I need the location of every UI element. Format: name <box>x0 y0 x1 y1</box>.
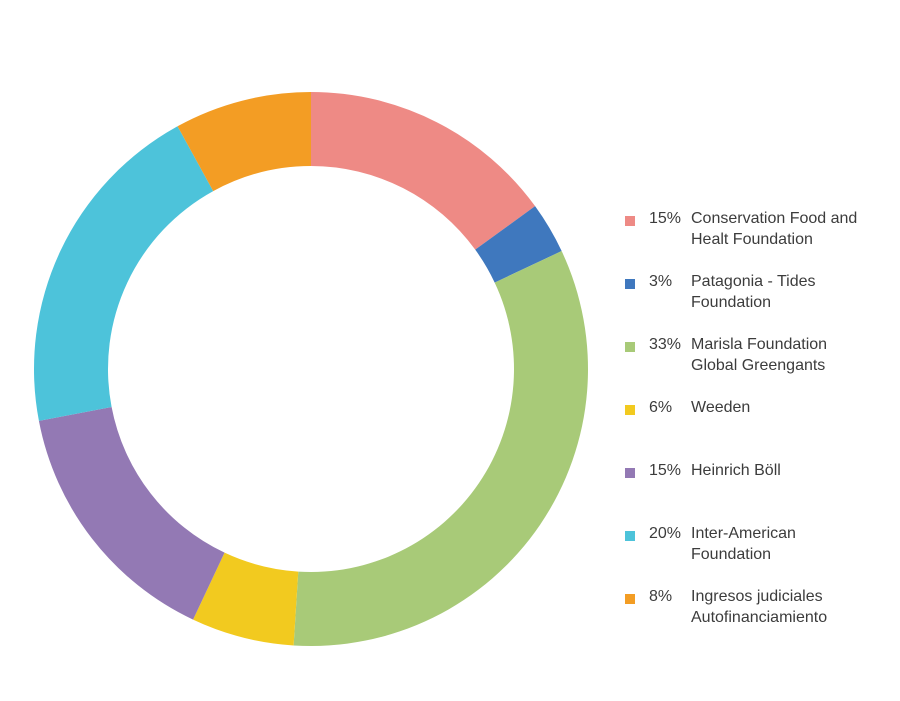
legend-label: Inter-American Foundation <box>691 523 891 565</box>
legend-percent: 8% <box>649 588 673 605</box>
legend-swatch <box>625 342 635 352</box>
legend-swatch <box>625 594 635 604</box>
donut-chart <box>33 92 588 646</box>
legend-percent: 20% <box>649 525 682 542</box>
legend-swatch <box>625 405 635 415</box>
legend-label-line: Healt Foundation <box>691 231 813 248</box>
donut-slice-5 <box>38 407 225 620</box>
legend-percent: 15% <box>649 462 682 479</box>
legend-swatch <box>625 216 635 226</box>
legend-percent: 6% <box>649 399 673 416</box>
legend-label-line: Marisla Foundation <box>691 336 828 353</box>
legend-label: Patagonia - Tides Foundation <box>691 271 891 313</box>
donut-slice-1 <box>311 92 536 250</box>
legend-percent: 15% <box>649 210 682 227</box>
legend-label: Weeden <box>691 397 891 418</box>
legend-percent: 33% <box>649 336 682 353</box>
donut-slice-2 <box>475 206 562 283</box>
legend-label: Ingresos judiciales Autofinanciamiento <box>691 586 891 628</box>
legend-label: Marisla Foundation Global Greengants <box>691 334 891 376</box>
legend-label-line: Autofinanciamiento <box>691 609 828 626</box>
donut-slice-3 <box>293 251 588 646</box>
legend-label: Conservation Food and Healt Foundation <box>691 208 891 250</box>
legend-label-line: Foundation <box>691 294 772 311</box>
legend-swatch <box>625 279 635 289</box>
legend-label-line: Global Greengants <box>691 357 826 374</box>
legend-label: Heinrich Böll <box>691 460 891 481</box>
legend-percent: 3% <box>649 273 673 290</box>
legend-label-line: Conservation Food and <box>691 210 858 227</box>
donut-slice-7 <box>177 92 311 192</box>
legend-label-line: Heinrich Böll <box>691 462 781 479</box>
donut-slice-4 <box>193 552 299 646</box>
legend-swatch <box>625 468 635 478</box>
legend-label-line: Patagonia - Tides <box>691 273 816 290</box>
legend-label-line: Weeden <box>691 399 751 416</box>
donut-slice-6 <box>33 126 214 421</box>
legend-label-line: Inter-American <box>691 525 796 542</box>
legend-swatch <box>625 531 635 541</box>
legend-label-line: Ingresos judiciales <box>691 588 823 605</box>
legend-label-line: Foundation <box>691 546 772 563</box>
